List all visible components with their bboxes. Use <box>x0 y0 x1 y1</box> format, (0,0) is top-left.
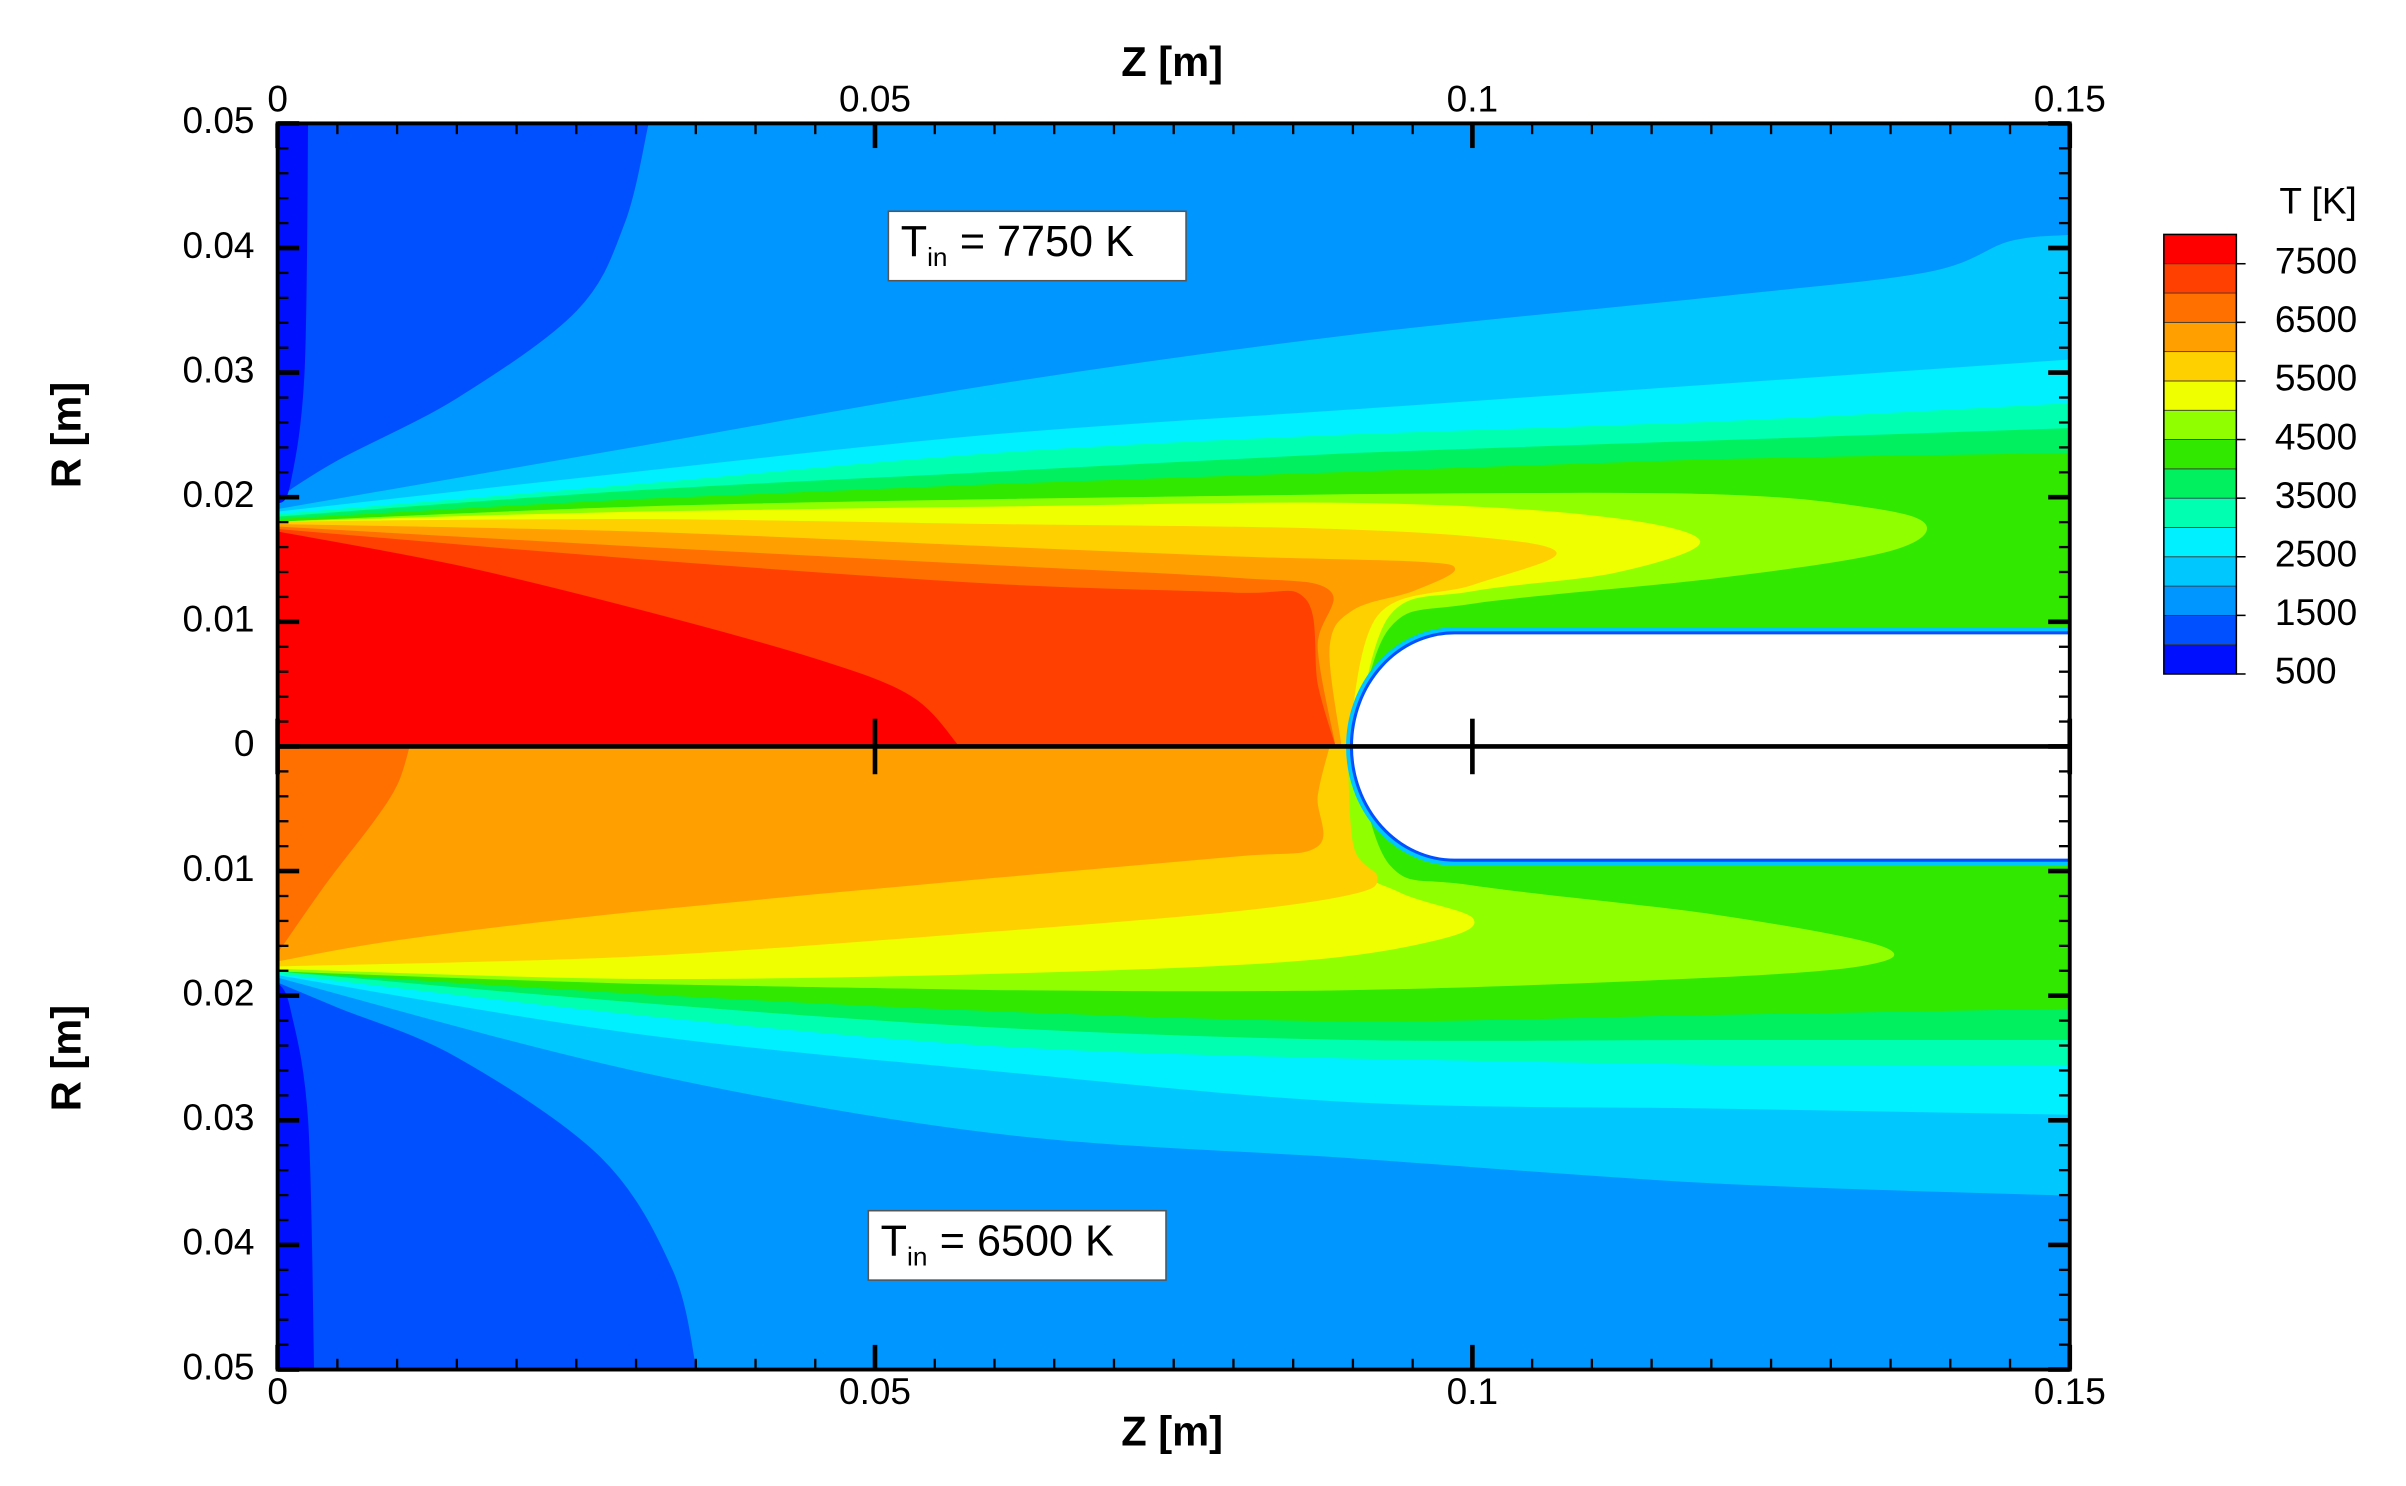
contour-band <box>277 531 960 747</box>
annotation-subscript: in <box>927 242 947 272</box>
colorbar-tick-label: 7500 <box>2275 240 2357 282</box>
colorbar-tick-label: 3500 <box>2275 474 2357 516</box>
colorbar-swatch <box>2163 380 2237 411</box>
y-tick-label: 0.04 <box>182 1221 254 1263</box>
annotation-value: = 6500 K <box>940 1218 1114 1266</box>
contour-band <box>277 123 649 498</box>
colorbar-tick-label: 1500 <box>2275 591 2357 633</box>
y-tick-label: 0 <box>234 722 255 764</box>
top-panel-field <box>277 123 2070 747</box>
x-tick-label: 0.05 <box>839 78 911 120</box>
colorbar-tick-label: 2500 <box>2275 533 2357 575</box>
y-tick-label: 0.03 <box>182 348 254 390</box>
contour-band <box>277 982 697 1370</box>
colorbar-tick-label: 5500 <box>2275 357 2357 399</box>
colorbar-swatch <box>2163 614 2237 646</box>
contour-band <box>277 746 410 954</box>
x-tick-label: 0.1 <box>1447 1370 1498 1412</box>
colorbar-swatch <box>2163 556 2237 587</box>
y-tick-label: 0.02 <box>182 971 254 1013</box>
x-axis-label: Z [m] <box>1121 1407 1223 1454</box>
y-tick-label: 0.01 <box>182 847 254 889</box>
x-tick-label: 0.1 <box>1447 78 1498 120</box>
x-axis-label: Z [m] <box>1121 38 1223 85</box>
annotation: Tin = 6500 K <box>881 1218 1114 1271</box>
colorbar-swatch <box>2163 321 2237 353</box>
y-axis-label: R [m] <box>42 1005 89 1111</box>
x-tick-label: 0.15 <box>2034 1370 2106 1412</box>
annotation-symbol: T <box>901 219 927 267</box>
colorbar-swatch <box>2163 527 2237 558</box>
y-axis-label: R [m] <box>42 382 89 488</box>
y-tick-label: 0.05 <box>182 1345 254 1387</box>
colorbar-swatch <box>2163 234 2237 265</box>
y-tick-label: 0.03 <box>182 1096 254 1138</box>
annotation-symbol: T <box>881 1218 907 1266</box>
y-tick-label: 0.01 <box>182 598 254 640</box>
colorbar-swatch <box>2163 585 2237 616</box>
colorbar-frame <box>2163 233 2238 675</box>
annotation-box <box>887 210 1187 282</box>
annotation-subscript: in <box>907 1241 927 1271</box>
colorbar-tick-label: 500 <box>2275 650 2337 692</box>
annotation-value: = 7750 K <box>960 219 1134 267</box>
colorbar-swatch <box>2163 351 2237 382</box>
colorbar-swatch <box>2163 439 2237 470</box>
annotation: Tin = 7750 K <box>901 219 1134 272</box>
colorbar-title: T [K] <box>2279 179 2356 221</box>
annotation-box <box>867 1209 1167 1281</box>
x-tick-label: 0.15 <box>2034 78 2106 120</box>
colorbar-tick-label: 4500 <box>2275 415 2357 457</box>
colorbar-tick-label: 6500 <box>2275 298 2357 340</box>
x-tick-label: 0.05 <box>839 1370 911 1412</box>
colorbar-swatch <box>2163 263 2237 294</box>
colorbar-swatch <box>2163 292 2237 323</box>
y-tick-label: 0.05 <box>182 99 254 141</box>
y-tick-label: 0.04 <box>182 224 254 266</box>
x-tick-label: 0 <box>267 1370 288 1412</box>
axes: 0 0.01 0.02 0.03 0.04 0.05 0 0.05 0.1 0.15 Z [m] R … <box>42 38 2357 1455</box>
colorbar-swatch <box>2163 409 2237 440</box>
y-tick-label: 0.02 <box>182 473 254 515</box>
x-tick-label: 0 <box>267 78 288 120</box>
colorbar-swatch <box>2163 497 2237 528</box>
colorbar-swatch <box>2163 644 2237 675</box>
contour-band <box>277 746 1330 962</box>
colorbar-swatch <box>2163 468 2237 499</box>
